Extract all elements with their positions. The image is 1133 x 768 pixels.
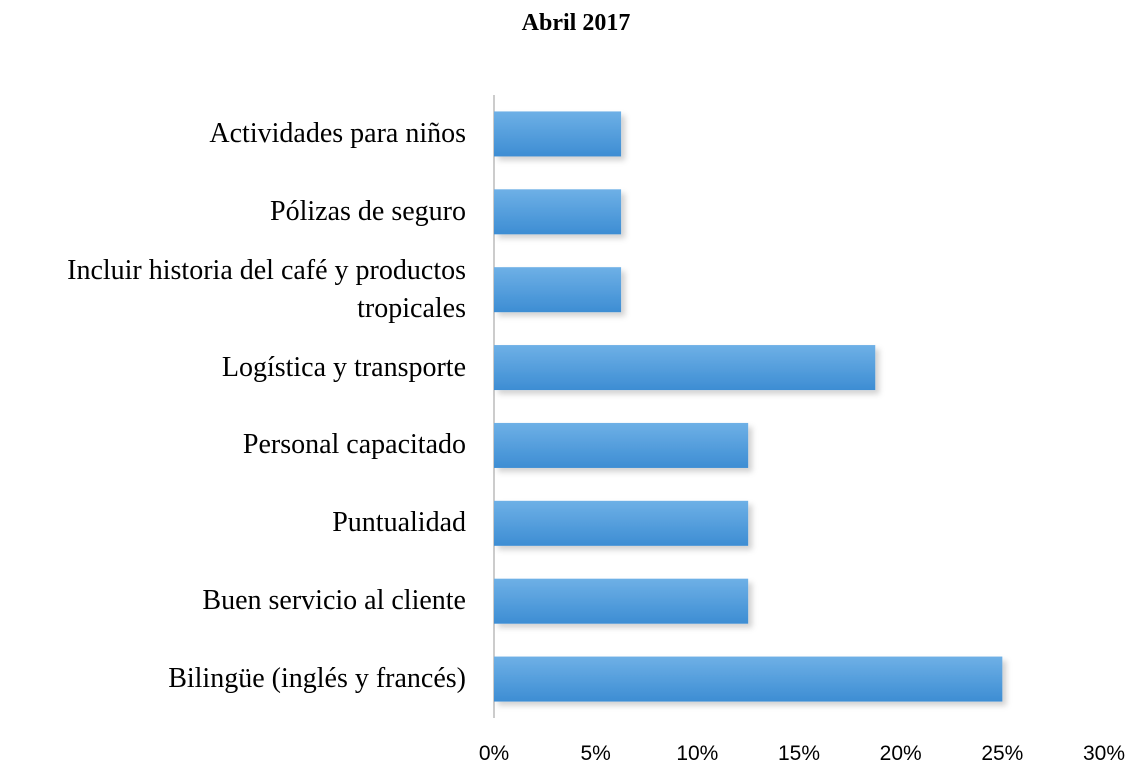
- y-tick-label: Personal capacitado: [242, 429, 466, 461]
- x-tick-label: 30%: [1083, 742, 1125, 765]
- y-tick-label: Puntualidad: [332, 507, 466, 539]
- y-tick-label: Bilingüe (inglés y francés): [168, 663, 466, 695]
- bar: [494, 345, 876, 391]
- bar: [494, 189, 622, 235]
- y-tick-label: Incluir historia del café y productos tr…: [67, 254, 466, 324]
- y-tick-label: Actividades para niños: [209, 117, 466, 149]
- bar: [494, 656, 1003, 702]
- y-tick-label: Pólizas de seguro: [270, 195, 466, 227]
- chart-title: Abril 2017: [522, 10, 631, 36]
- x-tick-label: 20%: [880, 742, 922, 765]
- bar: [494, 422, 749, 468]
- bar: [494, 578, 749, 624]
- bar: [494, 111, 622, 157]
- y-tick-label: Logística y transporte: [221, 351, 466, 383]
- bar: [494, 500, 749, 546]
- y-tick-label: Buen servicio al cliente: [202, 585, 466, 617]
- x-tick-label: 25%: [981, 742, 1023, 765]
- x-tick-label: 15%: [778, 742, 820, 765]
- x-tick-label: 10%: [676, 742, 718, 765]
- x-tick-label: 5%: [580, 742, 610, 765]
- bar: [494, 267, 622, 313]
- x-tick-label: 0%: [479, 742, 509, 765]
